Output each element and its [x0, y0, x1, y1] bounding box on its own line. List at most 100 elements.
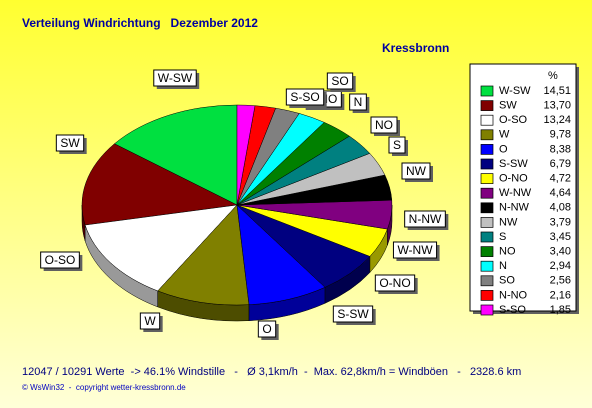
- legend-swatch: [480, 129, 494, 141]
- legend-value: 9,78: [550, 129, 571, 141]
- legend-swatch: [480, 275, 494, 287]
- legend-label: N-NW: [499, 202, 530, 214]
- legend-value: 1,85: [550, 304, 571, 316]
- legend-swatch: [480, 158, 494, 170]
- label-text: N-NW: [409, 212, 442, 226]
- legend-value: 6,79: [550, 158, 571, 170]
- slice-label: NW: [401, 162, 433, 182]
- label-box: [153, 69, 197, 87]
- label-box: [401, 162, 431, 180]
- label-text: NO: [375, 118, 393, 132]
- slice-label: SW: [55, 134, 87, 154]
- legend-value: 13,24: [543, 114, 571, 126]
- legend-label: N-NO: [499, 289, 528, 301]
- slice-label: SO: [326, 72, 356, 92]
- label-box: [388, 136, 406, 154]
- legend-swatch: [480, 231, 494, 243]
- legend-value: 3,45: [550, 231, 571, 243]
- legend-label: SO: [499, 275, 515, 287]
- label-text: O-NO: [379, 276, 410, 290]
- legend-value: 2,16: [550, 289, 571, 301]
- label-box: [285, 88, 325, 106]
- slice-label: W-SW: [153, 69, 200, 89]
- slice-label: O: [257, 320, 279, 340]
- legend-swatch: [480, 100, 494, 111]
- legend-swatch: [480, 187, 494, 199]
- label-text: S-SO: [290, 90, 319, 104]
- legend-swatch: [480, 290, 494, 301]
- legend-value: 4,08: [550, 202, 571, 214]
- label-text: N: [354, 95, 363, 109]
- legend-label: W: [499, 129, 510, 141]
- legend-value: 2,94: [550, 260, 571, 272]
- label-box: [349, 93, 367, 111]
- slice: [84, 204, 238, 292]
- slice-label: W: [139, 312, 163, 332]
- label-box: [55, 134, 85, 152]
- legend-value: 3,79: [550, 216, 571, 228]
- legend-label: W-NW: [499, 187, 532, 199]
- label-box: [40, 251, 80, 269]
- legend-value: 4,64: [550, 187, 571, 199]
- slice-label: O-NO: [374, 274, 418, 294]
- label-text: W-NW: [397, 243, 433, 257]
- slice-label: NO: [370, 116, 400, 136]
- slice-label: W-NW: [392, 241, 440, 261]
- legend-label: S-SW: [499, 158, 528, 170]
- legend-swatch: [480, 144, 494, 155]
- legend-label: SW: [499, 100, 517, 112]
- copyright: © WsWin32 - copyright wetter-kressbronn.…: [22, 383, 186, 392]
- legend-label: O-NO: [499, 173, 528, 185]
- label-box: [257, 320, 277, 338]
- label-text: SO: [331, 74, 348, 88]
- legend-value: 8,38: [550, 143, 571, 155]
- legend-label: O: [499, 143, 508, 155]
- legend-label: N: [499, 260, 507, 272]
- slice: [236, 104, 256, 206]
- legend-label: NO: [499, 246, 516, 258]
- legend-label: NW: [499, 216, 518, 228]
- label-text: NW: [406, 164, 427, 178]
- label-text: SW: [60, 136, 80, 150]
- label-box: [374, 274, 416, 292]
- slice-label: S: [388, 136, 409, 156]
- label-text: S: [393, 138, 401, 152]
- slice-label: S-SO: [285, 88, 327, 108]
- legend-swatch: [480, 114, 494, 126]
- slice-label: N: [349, 93, 370, 113]
- label-text: O: [262, 322, 271, 336]
- label-text: W-SW: [158, 71, 193, 85]
- slice-label: O-SO: [40, 251, 83, 271]
- label-text: S-SW: [337, 307, 369, 321]
- label-text: O-SO: [45, 253, 76, 267]
- slice: [157, 204, 250, 306]
- legend-swatch: [480, 304, 494, 316]
- label-box: [326, 72, 354, 90]
- legend-label: S: [499, 231, 506, 243]
- label-box: [332, 305, 374, 323]
- legend-value: 3,40: [550, 246, 571, 258]
- legend-label: W-SW: [499, 85, 531, 97]
- slice-label: S-SW: [332, 305, 376, 325]
- label-box: [139, 312, 161, 330]
- label-box: [392, 241, 438, 259]
- legend-value: 13,70: [543, 100, 571, 112]
- label-box: [370, 116, 398, 134]
- slice: [81, 143, 238, 226]
- chart-title: Verteilung Windrichtung Dezember 2012: [22, 16, 258, 30]
- label-box: [404, 210, 446, 228]
- label-text: W: [144, 314, 156, 328]
- legend-swatch: [480, 246, 494, 257]
- legend-swatch: [480, 217, 494, 228]
- legend-swatch: [480, 260, 494, 272]
- legend-header: %: [548, 70, 558, 82]
- legend-label: O-SO: [499, 114, 528, 126]
- legend-label: S-SO: [499, 304, 526, 316]
- legend-value: 14,51: [543, 85, 571, 97]
- chart-subtitle: Kressbronn: [382, 41, 449, 55]
- slice-label: N-NW: [404, 210, 449, 230]
- legend-swatch: [480, 202, 494, 214]
- legend-value: 4,72: [550, 173, 571, 185]
- legend-value: 2,56: [550, 275, 571, 287]
